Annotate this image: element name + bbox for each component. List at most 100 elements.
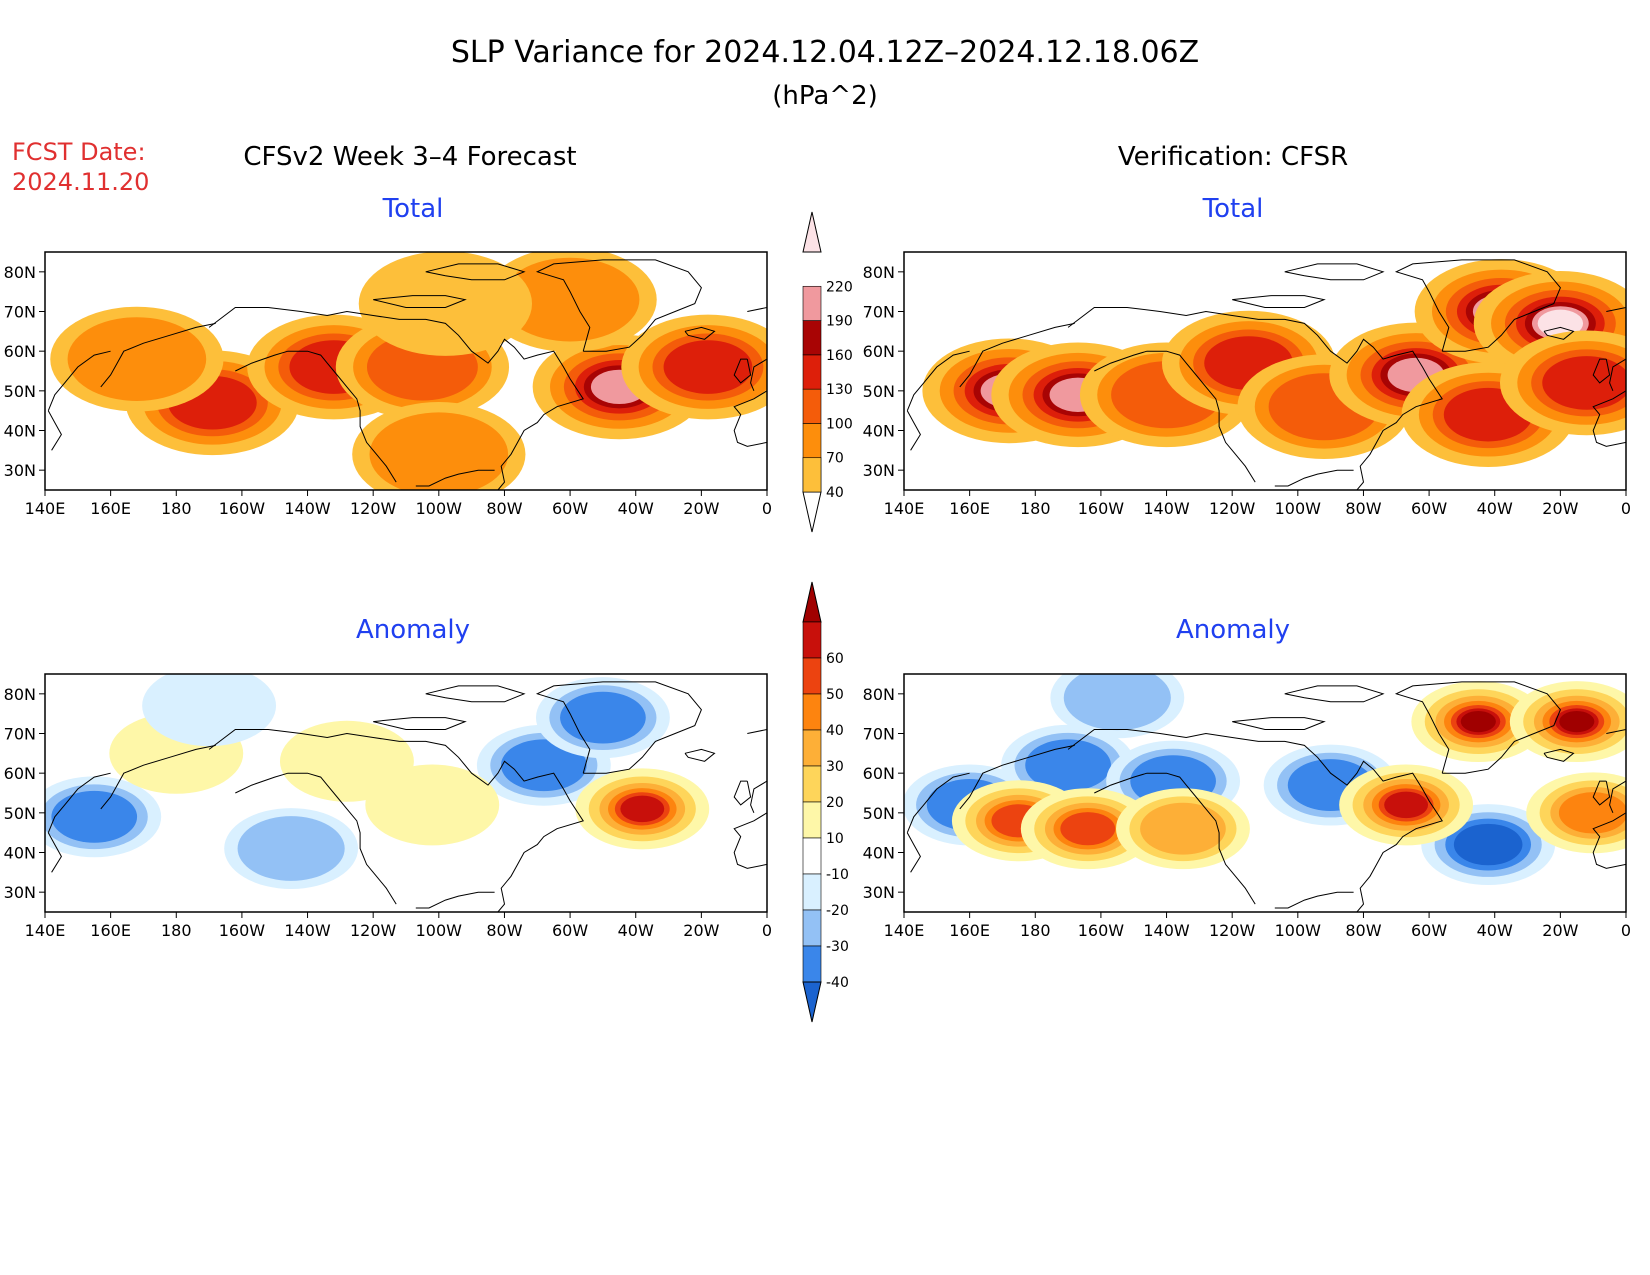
contour-fill-5-6 bbox=[620, 795, 665, 823]
contour-fill-9-2 bbox=[67, 317, 207, 401]
lon-tick-label: 0 bbox=[1621, 921, 1631, 940]
colorbar-label: 40 bbox=[826, 485, 844, 501]
fcst-total-title: Total bbox=[382, 194, 444, 224]
main-title: SLP Variance for 2024.12.04.12Z–2024.12.… bbox=[451, 35, 1199, 70]
colorbar-label: 160 bbox=[826, 348, 853, 364]
total-colorbar: 40 70 100 130 160 190 220 bbox=[802, 211, 853, 533]
lon-tick-label: 100W bbox=[1275, 921, 1322, 940]
lon-tick-label: 40W bbox=[1477, 499, 1513, 518]
lon-tick-label: 140E bbox=[884, 499, 925, 518]
lon-tick-label: 160E bbox=[949, 921, 990, 940]
coastline bbox=[100, 744, 216, 810]
coastline bbox=[1609, 358, 1626, 391]
map-frame bbox=[903, 251, 1627, 491]
lat-tick-label: 80N bbox=[4, 685, 36, 704]
coastline bbox=[1606, 307, 1626, 312]
colorbar-label: 50 bbox=[826, 687, 844, 703]
colorbar-swatch bbox=[802, 388, 822, 424]
obs-anomaly-title: Anomaly bbox=[1176, 615, 1290, 645]
heatmap-field bbox=[45, 252, 767, 490]
lat-tick-label: 70N bbox=[4, 303, 36, 322]
coastline bbox=[208, 729, 584, 912]
lon-tick-label: 140E bbox=[25, 921, 66, 940]
colorbar-swatch bbox=[802, 285, 822, 321]
map-frame bbox=[44, 673, 768, 913]
colorbar-label: 10 bbox=[826, 831, 844, 847]
colorbar-label: 60 bbox=[826, 651, 844, 667]
contour-fill-2-2 bbox=[237, 816, 345, 881]
coastline bbox=[1543, 326, 1575, 340]
colorbar-swatch bbox=[802, 873, 822, 911]
coastline bbox=[750, 358, 767, 391]
coastlines bbox=[47, 259, 767, 490]
contour-fill-11-7 bbox=[1559, 710, 1595, 733]
coastline bbox=[208, 307, 584, 490]
coastline bbox=[1274, 469, 1354, 487]
colorbar-swatch bbox=[802, 945, 822, 983]
fcst-date-label: FCST Date: bbox=[12, 138, 146, 166]
lat-tick-label: 50N bbox=[4, 382, 36, 401]
lat-tick-label: 50N bbox=[4, 804, 36, 823]
coastline bbox=[1543, 748, 1575, 762]
coastline bbox=[1284, 685, 1385, 703]
contour-fill-1-3 bbox=[51, 790, 138, 843]
coastline bbox=[47, 350, 111, 411]
colorbar-label: -10 bbox=[826, 867, 849, 883]
lon-tick-label: 80W bbox=[486, 499, 522, 518]
colorbar-arrow-top bbox=[802, 581, 822, 623]
map-frame bbox=[44, 251, 768, 491]
contour-fill-4-3 bbox=[560, 691, 646, 744]
lat-tick-label: 60N bbox=[863, 764, 895, 783]
lat-tick-label: 40N bbox=[4, 422, 36, 441]
lat-tick-label: 50N bbox=[863, 382, 895, 401]
lon-tick-label: 60W bbox=[1411, 921, 1447, 940]
lon-tick-label: 80W bbox=[1345, 499, 1381, 518]
coastline bbox=[1592, 390, 1626, 447]
heatmap-field bbox=[45, 674, 767, 912]
lon-tick-label: 100W bbox=[1275, 499, 1322, 518]
coastline bbox=[235, 350, 397, 483]
verification-column-title: Verification: CFSR bbox=[1118, 142, 1348, 172]
heatmap-field bbox=[904, 674, 1626, 912]
lon-tick-label: 0 bbox=[762, 921, 772, 940]
fcst-date-value: 2024.11.20 bbox=[12, 168, 149, 196]
coastline bbox=[1284, 263, 1385, 281]
contour-fill-5-4 bbox=[663, 340, 753, 394]
colorbar-label: 130 bbox=[826, 382, 853, 398]
colorbar-label: 20 bbox=[826, 795, 844, 811]
coastline bbox=[733, 358, 752, 384]
lat-tick-label: 40N bbox=[863, 844, 895, 863]
lon-tick-label: 140E bbox=[25, 499, 66, 518]
contour-fill-10-4 bbox=[1542, 356, 1626, 410]
colorbar-arrow-bottom bbox=[802, 491, 822, 533]
lon-tick-label: 120W bbox=[1209, 499, 1256, 518]
lon-tick-label: 180 bbox=[1020, 499, 1051, 518]
coastline bbox=[535, 681, 702, 774]
colorbar-arrow-bottom bbox=[802, 981, 822, 1023]
coastline bbox=[1394, 681, 1561, 774]
lon-tick-label: 40W bbox=[1477, 921, 1513, 940]
lon-tick-label: 80W bbox=[1345, 921, 1381, 940]
coastline bbox=[1394, 259, 1561, 352]
lon-tick-label: 60W bbox=[1411, 499, 1447, 518]
coastline bbox=[684, 748, 716, 762]
lon-tick-label: 160W bbox=[219, 499, 266, 518]
lon-tick-label: 120W bbox=[350, 499, 397, 518]
lon-tick-label: 140W bbox=[1143, 499, 1190, 518]
lon-tick-label: 0 bbox=[1621, 499, 1631, 518]
heatmap-field bbox=[904, 252, 1626, 490]
coastline bbox=[1274, 891, 1354, 909]
coastline bbox=[1592, 358, 1611, 384]
lat-tick-label: 40N bbox=[4, 844, 36, 863]
forecast-column-title: CFSv2 Week 3–4 Forecast bbox=[243, 142, 576, 172]
coastline bbox=[906, 350, 970, 411]
coastline bbox=[1592, 812, 1626, 869]
coastline bbox=[415, 469, 495, 487]
coastline bbox=[733, 390, 767, 447]
coastline bbox=[1592, 780, 1611, 806]
obs-total-title: Total bbox=[1202, 194, 1264, 224]
coastlines bbox=[906, 681, 1626, 912]
colorbar-swatch bbox=[802, 621, 822, 659]
lat-tick-label: 80N bbox=[863, 263, 895, 282]
lon-tick-label: 60W bbox=[552, 499, 588, 518]
